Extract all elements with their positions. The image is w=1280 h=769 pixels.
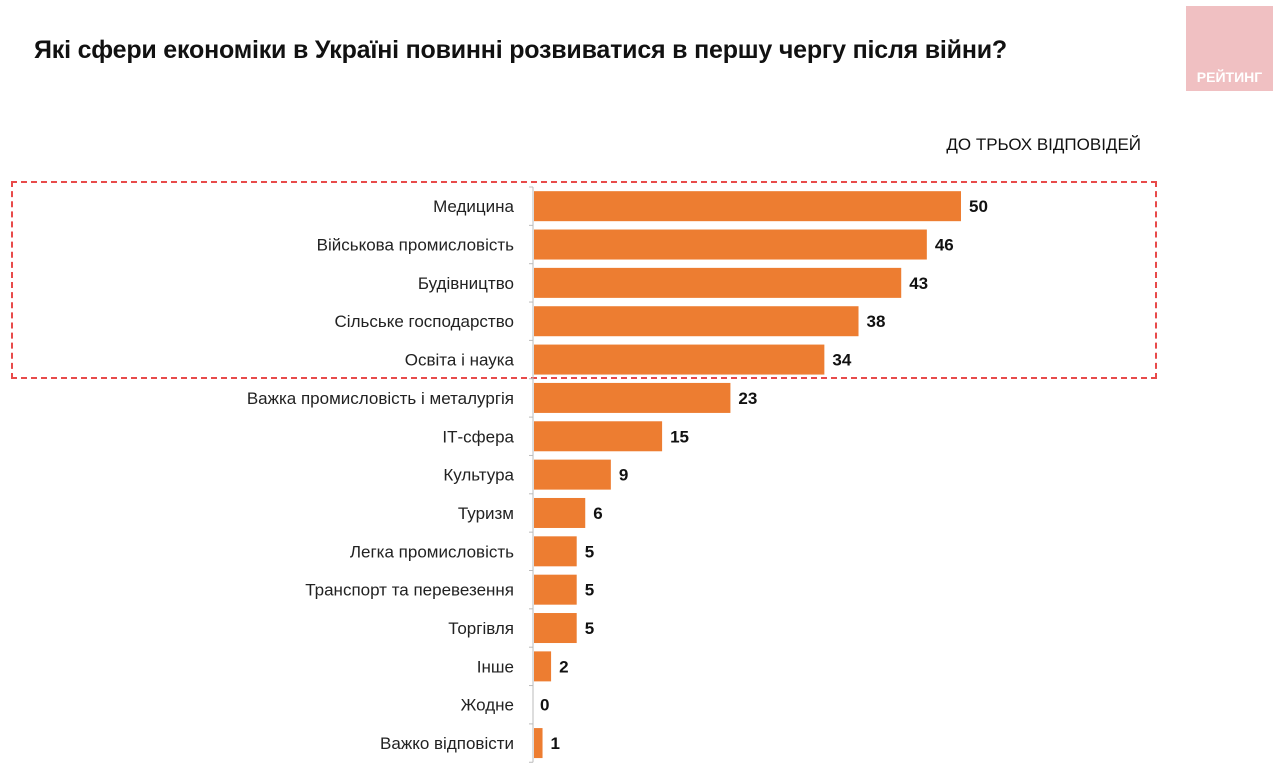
- category-label: Інше: [477, 657, 514, 676]
- data-label: 9: [619, 466, 628, 485]
- category-label: Медицина: [433, 197, 514, 216]
- data-label: 50: [969, 197, 988, 216]
- bar: [534, 306, 859, 337]
- category-label: Будівництво: [418, 274, 514, 293]
- rating-logo: РЕЙТИНГ: [1186, 6, 1273, 91]
- category-label: Важка промисловість і металургія: [247, 389, 514, 408]
- data-label: 43: [909, 274, 928, 293]
- bar: [534, 574, 577, 605]
- data-label: 23: [738, 389, 757, 408]
- data-label: 2: [559, 657, 568, 676]
- data-label: 0: [540, 696, 549, 715]
- category-label: Сільське господарство: [335, 312, 514, 331]
- category-label: Туризм: [458, 504, 514, 523]
- category-label: Освіта і наука: [405, 351, 515, 370]
- bar: [534, 651, 552, 682]
- data-label: 6: [593, 504, 602, 523]
- data-label: 38: [867, 312, 886, 331]
- category-label: Легка промисловість: [350, 542, 514, 561]
- data-label: 1: [551, 734, 560, 753]
- bar: [534, 497, 586, 528]
- bar: [534, 344, 825, 375]
- bar: [534, 191, 961, 222]
- chart-subtitle: ДО ТРЬОХ ВІДПОВІДЕЙ: [946, 135, 1141, 154]
- data-label: 5: [585, 542, 594, 561]
- logo-text: РЕЙТИНГ: [1196, 69, 1263, 85]
- data-label: 15: [670, 427, 689, 446]
- data-label: 46: [935, 236, 954, 255]
- data-label: 5: [585, 619, 594, 638]
- top-five-highlight-box: [11, 181, 1157, 379]
- bar: [534, 613, 577, 644]
- bar: [534, 229, 927, 260]
- data-label: 34: [832, 351, 851, 370]
- bar: [534, 728, 543, 759]
- data-label: 5: [585, 581, 594, 600]
- chart-title: Які сфери економіки в Україні повинні ро…: [34, 36, 1007, 64]
- category-label: Транспорт та перевезення: [305, 581, 514, 600]
- category-label: Торгівля: [448, 619, 514, 638]
- category-label: Військова промисловість: [317, 236, 515, 255]
- category-label: Жодне: [461, 696, 514, 715]
- bar: [534, 459, 611, 490]
- bar: [534, 536, 577, 567]
- bar: [534, 421, 663, 452]
- category-label: Культура: [443, 466, 514, 485]
- category-label: ІТ-сфера: [442, 427, 514, 446]
- category-label: Важко відповісти: [380, 734, 514, 753]
- bar: [534, 267, 902, 298]
- bar: [534, 382, 731, 413]
